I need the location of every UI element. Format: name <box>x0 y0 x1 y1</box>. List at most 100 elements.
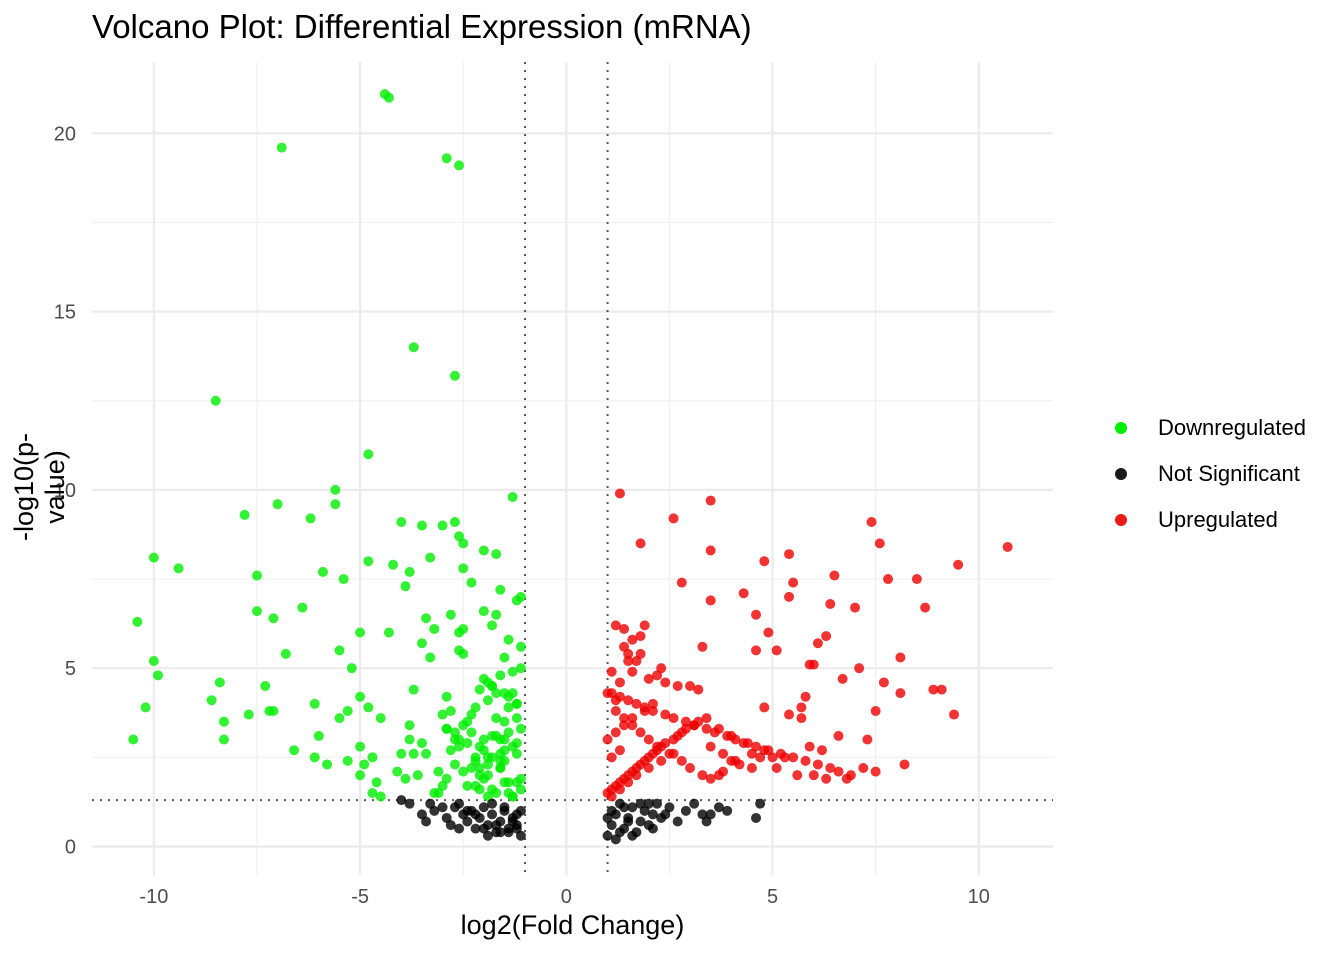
point-upregulated <box>804 741 815 752</box>
point-not-significant <box>755 798 766 809</box>
point-not-significant <box>425 798 436 809</box>
point-downregulated <box>355 741 366 752</box>
point-upregulated <box>705 773 716 784</box>
point-upregulated <box>911 574 922 585</box>
point-upregulated <box>697 641 708 652</box>
point-upregulated <box>821 773 832 784</box>
legend-label: Not Significant <box>1158 461 1300 486</box>
point-upregulated <box>738 588 749 599</box>
point-not-significant <box>660 809 671 820</box>
chart-title: Volcano Plot: Differential Expression (m… <box>92 8 752 45</box>
point-upregulated <box>602 734 613 745</box>
point-downregulated <box>491 713 502 724</box>
point-downregulated <box>458 563 469 574</box>
point-downregulated <box>466 709 477 720</box>
point-upregulated <box>606 791 617 802</box>
point-downregulated <box>309 698 320 709</box>
point-downregulated <box>433 787 444 798</box>
point-downregulated <box>400 581 411 592</box>
point-upregulated <box>610 620 621 631</box>
point-downregulated <box>445 745 456 756</box>
point-downregulated <box>511 698 522 709</box>
point-upregulated <box>685 681 696 692</box>
point-downregulated <box>515 723 526 734</box>
point-downregulated <box>437 709 448 720</box>
y-tick-label: 20 <box>54 123 76 145</box>
x-tick-label: 0 <box>561 886 572 908</box>
point-downregulated <box>511 748 522 759</box>
point-upregulated <box>647 698 658 709</box>
threshold-lines <box>92 62 1053 875</box>
point-downregulated <box>396 748 407 759</box>
point-downregulated <box>462 738 473 749</box>
point-upregulated <box>627 634 638 645</box>
point-upregulated <box>713 723 724 734</box>
point-upregulated <box>796 713 807 724</box>
point-not-significant <box>635 816 646 827</box>
point-downregulated <box>478 773 489 784</box>
point-downregulated <box>272 499 283 510</box>
point-upregulated <box>627 713 638 724</box>
point-upregulated <box>631 698 642 709</box>
point-downregulated <box>367 787 378 798</box>
point-not-significant <box>470 823 481 834</box>
point-downregulated <box>355 691 366 702</box>
point-downregulated <box>499 652 510 663</box>
point-downregulated <box>416 638 427 649</box>
point-not-significant <box>445 820 456 831</box>
x-axis-label: log2(Fold Change) <box>460 910 685 940</box>
point-upregulated <box>643 763 654 774</box>
point-upregulated <box>676 577 687 588</box>
point-upregulated <box>949 709 960 720</box>
point-downregulated <box>499 734 510 745</box>
point-downregulated <box>491 787 502 798</box>
point-upregulated <box>788 577 799 588</box>
point-upregulated <box>878 677 889 688</box>
point-upregulated <box>639 620 650 631</box>
point-not-significant <box>627 830 638 841</box>
point-upregulated <box>705 741 716 752</box>
point-upregulated <box>746 763 757 774</box>
point-downregulated <box>305 513 316 524</box>
point-downregulated <box>218 716 229 727</box>
point-not-significant <box>404 798 415 809</box>
point-downregulated <box>503 777 514 788</box>
point-downregulated <box>470 755 481 766</box>
point-downregulated <box>466 577 477 588</box>
point-not-significant <box>643 798 654 809</box>
point-downregulated <box>503 702 514 713</box>
point-downregulated <box>128 734 139 745</box>
point-downregulated <box>482 677 493 688</box>
point-upregulated <box>602 688 613 699</box>
point-upregulated <box>874 538 885 549</box>
point-not-significant <box>396 795 407 806</box>
point-not-significant <box>627 802 638 813</box>
point-downregulated <box>458 538 469 549</box>
point-upregulated <box>614 488 625 499</box>
point-downregulated <box>416 520 427 531</box>
point-not-significant <box>462 816 473 827</box>
point-downregulated <box>338 574 349 585</box>
point-downregulated <box>515 784 526 795</box>
point-not-significant <box>751 812 762 823</box>
point-upregulated <box>635 631 646 642</box>
legend-label: Upregulated <box>1158 507 1278 532</box>
point-upregulated <box>672 681 683 692</box>
point-downregulated <box>507 688 518 699</box>
point-upregulated <box>866 516 877 527</box>
point-upregulated <box>784 591 795 602</box>
point-downregulated <box>507 492 518 503</box>
point-downregulated <box>515 773 526 784</box>
point-upregulated <box>614 677 625 688</box>
legend-label: Downregulated <box>1158 415 1306 440</box>
point-upregulated <box>1002 541 1013 552</box>
point-upregulated <box>800 691 811 702</box>
point-upregulated <box>705 545 716 556</box>
point-upregulated <box>883 574 894 585</box>
point-downregulated <box>388 559 399 570</box>
legend-item-not-significant: Not Significant <box>1110 451 1306 497</box>
x-tick-label: -10 <box>139 886 168 908</box>
point-downregulated <box>251 606 262 617</box>
point-downregulated <box>346 663 357 674</box>
